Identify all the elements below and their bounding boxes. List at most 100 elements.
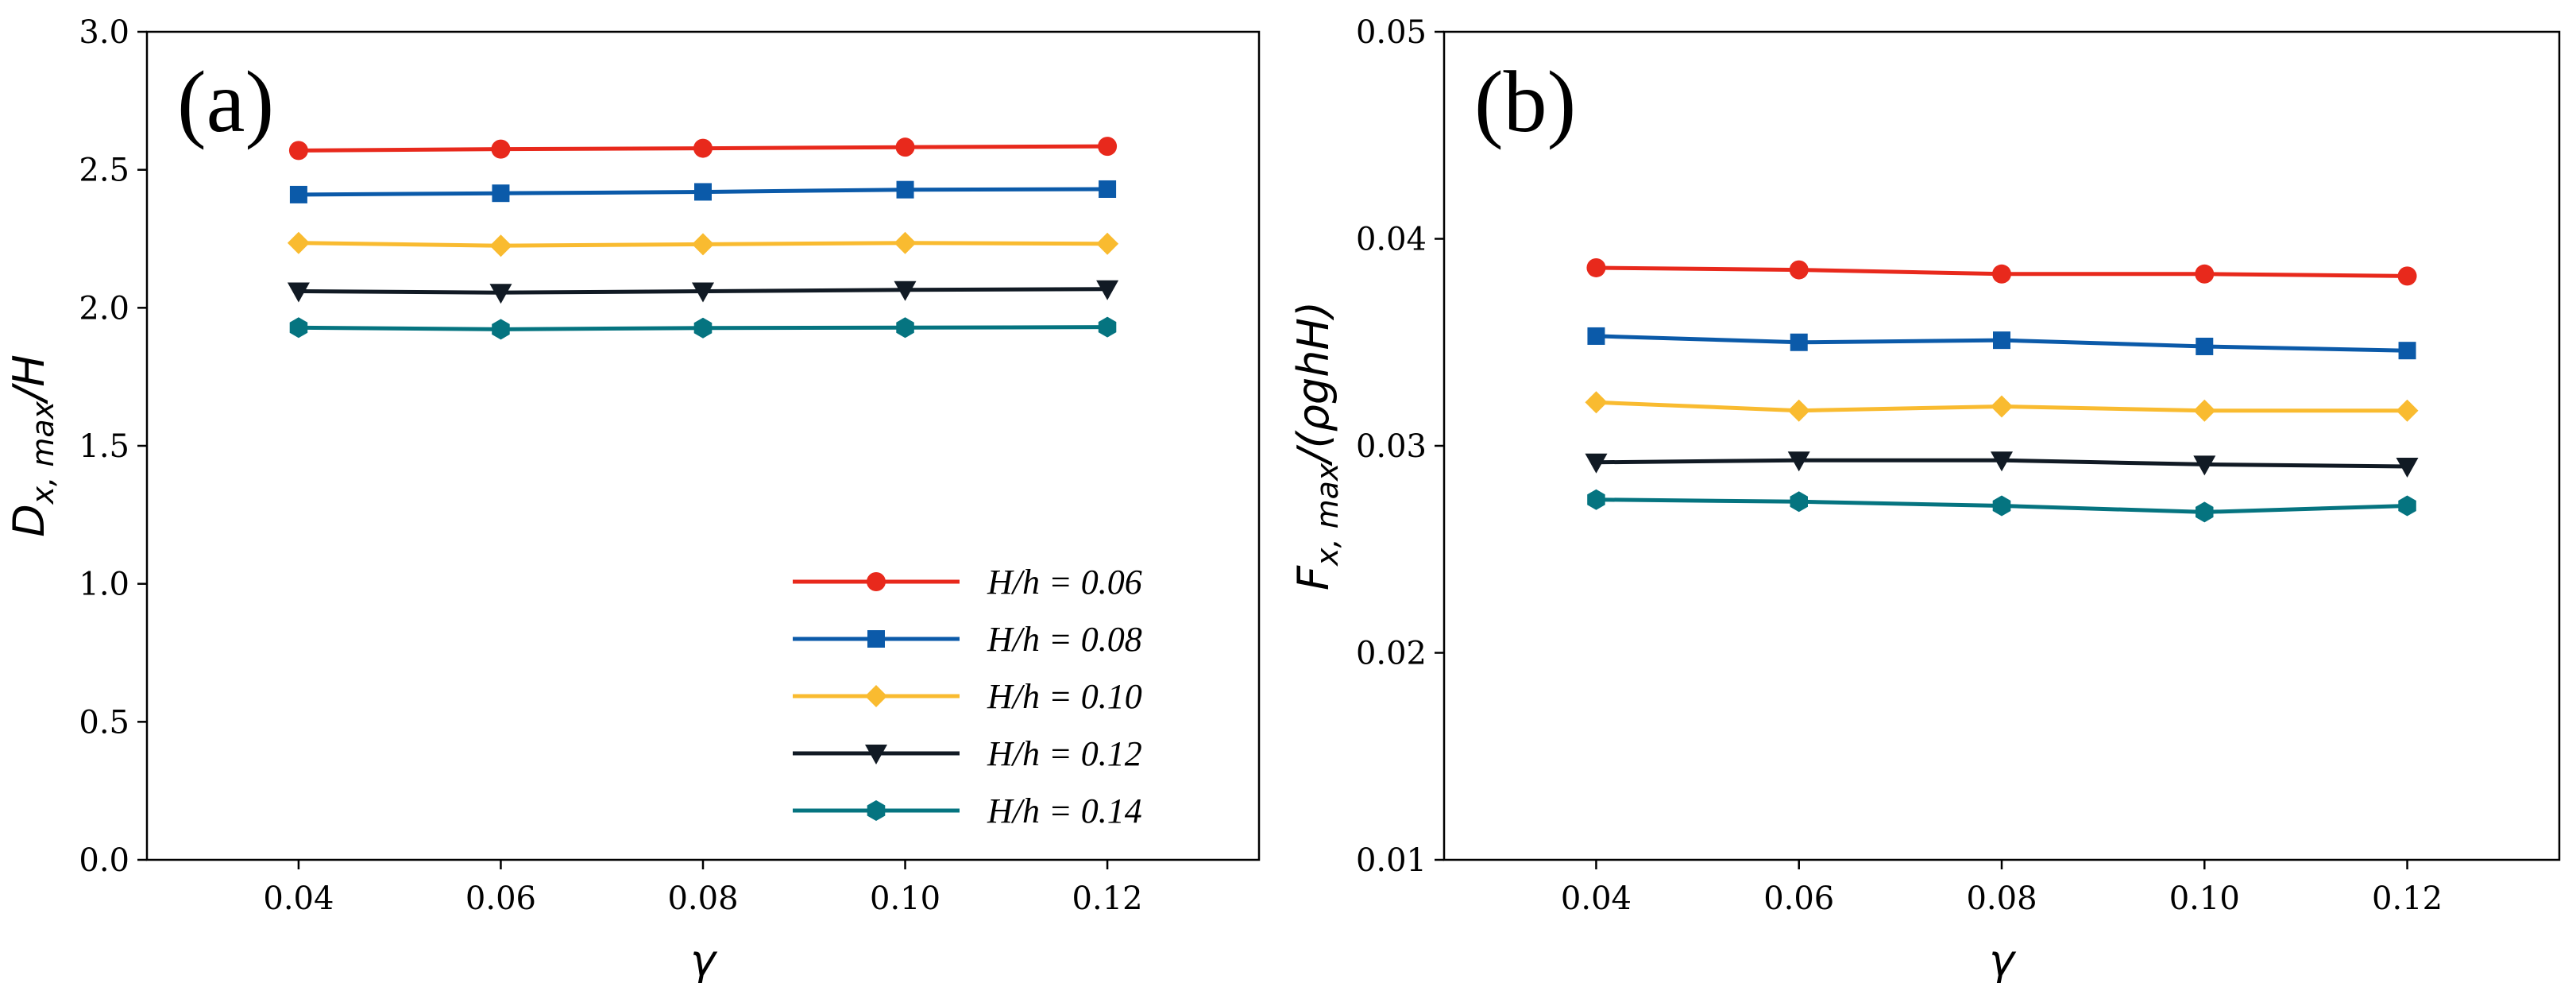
data-point xyxy=(692,282,714,303)
data-point xyxy=(1790,491,1808,513)
legend-entry: H/h = 0.10 xyxy=(987,677,1142,716)
legend-marker xyxy=(867,572,886,591)
panel-label: (a) xyxy=(177,53,274,150)
series-1 xyxy=(288,137,1118,161)
data-point xyxy=(289,317,308,339)
y-tick-label: 0.5 xyxy=(79,704,129,741)
y-axis-label-rest: /H xyxy=(4,354,54,404)
panel-label: (b) xyxy=(1474,53,1576,150)
plot-frame xyxy=(1442,30,2561,861)
data-point xyxy=(1585,453,1608,474)
data-point xyxy=(1096,232,1119,255)
y-axis-label: Dx, max/H xyxy=(4,354,60,537)
y-axis-label-subscript: x, max xyxy=(1310,462,1345,567)
y-tick-label: 2.0 xyxy=(79,290,129,327)
legend-marker xyxy=(867,800,886,821)
data-point xyxy=(2396,458,2419,478)
data-point xyxy=(287,282,310,303)
legend-entry: H/h = 0.08 xyxy=(987,620,1142,659)
y-axis-label-rest: /(ρghH) xyxy=(1288,301,1338,466)
data-point xyxy=(492,184,510,203)
data-point xyxy=(2396,399,2419,422)
x-tick-label: 0.10 xyxy=(870,880,940,917)
x-tick-label: 0.08 xyxy=(667,880,738,917)
data-point xyxy=(1790,333,1808,351)
x-tick-label: 0.08 xyxy=(1966,880,2037,917)
y-tick-label: 3.0 xyxy=(79,14,129,51)
series-3 xyxy=(1585,391,2419,422)
legend-entry: H/h = 0.14 xyxy=(987,791,1142,830)
data-point xyxy=(692,233,714,256)
series-4 xyxy=(1585,451,2419,478)
data-point xyxy=(2195,264,2215,284)
data-point xyxy=(2397,266,2417,286)
x-tick-label: 0.06 xyxy=(1763,880,1834,917)
data-point xyxy=(896,180,914,199)
y-tick-label: 0.01 xyxy=(1356,842,1427,879)
data-point xyxy=(288,141,308,161)
data-point xyxy=(1991,451,2013,472)
y-tick-label: 0.0 xyxy=(79,842,129,879)
x-tick-label: 0.06 xyxy=(465,880,536,917)
data-point xyxy=(894,231,917,254)
legend-marker xyxy=(867,630,885,648)
y-tick-label: 0.05 xyxy=(1356,14,1427,51)
y-tick-label: 0.02 xyxy=(1356,636,1427,672)
x-tick-label: 0.12 xyxy=(1072,880,1143,917)
data-point xyxy=(2196,501,2214,523)
series-4 xyxy=(287,280,1119,304)
data-point xyxy=(895,137,915,157)
data-point xyxy=(491,139,511,159)
x-tick-label: 0.04 xyxy=(263,880,334,917)
chart-panel-2: 0.04 0.06 0.08 0.10 0.12 0.01 0.02 0.03 0.04 0.05… xyxy=(1288,14,2561,983)
data-point xyxy=(489,234,512,257)
data-point xyxy=(2193,399,2216,422)
series-3 xyxy=(287,231,1119,257)
data-point xyxy=(693,138,713,158)
data-point xyxy=(693,317,713,339)
x-axis-label: γ xyxy=(1989,935,2017,983)
y-axis-label-main: F xyxy=(1288,565,1338,590)
data-point xyxy=(2196,337,2214,355)
data-point xyxy=(1789,260,1809,280)
data-point xyxy=(289,185,307,203)
legend: H/h = 0.06 H/h = 0.08 H/h = 0.10 H/h = 0.12… xyxy=(793,563,1142,830)
x-tick-label: 0.04 xyxy=(1561,880,1632,917)
legend-marker xyxy=(865,685,887,707)
data-point xyxy=(2193,455,2216,476)
data-point xyxy=(1586,257,1606,277)
y-axis-label: Fx, max/(ρghH) xyxy=(1288,301,1345,590)
y-tick-label: 0.04 xyxy=(1356,222,1427,258)
y-tick-label: 0.03 xyxy=(1356,428,1427,465)
data-point xyxy=(1787,451,1810,472)
x-tick-label: 0.10 xyxy=(2169,880,2240,917)
data-point xyxy=(1098,137,1118,157)
y-axis-label-main: D xyxy=(4,504,54,537)
y-tick-label: 2.5 xyxy=(79,153,129,189)
data-point xyxy=(2398,495,2416,517)
series-2 xyxy=(289,180,1117,203)
legend-entry: H/h = 0.06 xyxy=(987,563,1142,602)
x-tick-label: 0.12 xyxy=(2372,880,2443,917)
data-point xyxy=(1993,331,2010,350)
legend-entry: H/h = 0.12 xyxy=(987,734,1142,773)
data-point xyxy=(694,183,712,201)
data-point xyxy=(1991,395,2013,418)
data-point xyxy=(1587,489,1605,510)
data-point xyxy=(492,319,510,340)
chart-panel-1: 0.04 0.06 0.08 0.10 0.12 0.0 0.5 1.0 1.5 2.0 2.5 3.… xyxy=(4,14,1261,983)
data-point xyxy=(1587,327,1605,345)
data-point xyxy=(1992,264,2011,284)
x-axis-label: γ xyxy=(690,935,718,983)
data-point xyxy=(1098,316,1117,338)
data-point xyxy=(1099,180,1117,198)
data-point xyxy=(2398,342,2416,360)
legend-marker xyxy=(865,745,887,764)
y-axis-label-subscript: x, max xyxy=(25,401,60,505)
y-tick-label: 1.0 xyxy=(79,567,129,603)
series-1 xyxy=(1586,257,2417,286)
data-point xyxy=(896,317,914,339)
data-point xyxy=(1096,280,1119,300)
series-5 xyxy=(289,316,1117,340)
